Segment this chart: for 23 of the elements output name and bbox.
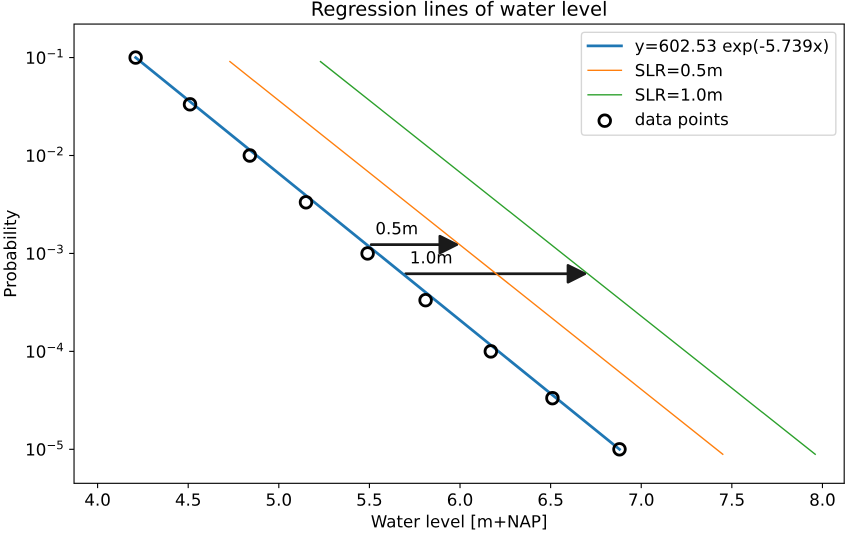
legend-label: SLR=0.5m	[636, 64, 722, 76]
x-tick-label: 7.0	[629, 493, 654, 506]
annotation: 1.0m	[412, 250, 452, 264]
x-tick-label: 4.5	[176, 494, 200, 506]
x-tick-label: 6.5	[538, 493, 562, 506]
y-axis-title: Probability	[3, 210, 20, 296]
x-tick-label: 4.0	[85, 493, 110, 506]
x-tick-label: 7.5	[720, 494, 744, 506]
x-axis-title: Water level [m+NAP]	[371, 514, 546, 530]
y-tick-label: 10$^{−1}$	[26, 48, 63, 64]
y-tick-label: 10$^{−4}$	[26, 342, 64, 358]
y-tick-label: 10$^{−5}$	[26, 440, 63, 456]
x-tick-label: 6.0	[448, 493, 472, 506]
x-tick-label: 8.0	[810, 493, 835, 506]
legend-label: SLR=1.0m	[636, 88, 722, 101]
x-tick-label: 5.0	[266, 493, 291, 506]
legend-label: data points	[636, 112, 728, 129]
x-tick-label: 5.5	[357, 494, 382, 506]
y-tick-label: 10$^{−2}$	[26, 146, 63, 162]
y-tick-label: 10$^{−3}$	[26, 244, 63, 260]
chart-title: Regression lines of water level	[312, 0, 606, 20]
annotation: 0.5m	[376, 222, 417, 234]
legend-label: y=602.53 exp(-5.739x)	[635, 39, 828, 56]
